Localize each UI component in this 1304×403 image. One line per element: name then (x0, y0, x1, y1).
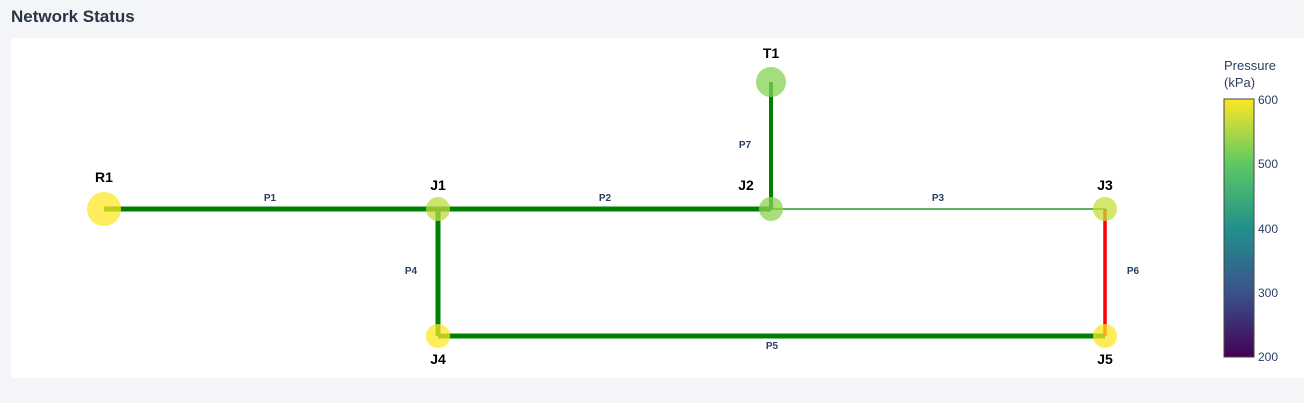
pipe-label: P6 (1127, 266, 1140, 277)
colorbar-tick: 200 (1258, 350, 1278, 364)
pipe-label: P3 (932, 193, 945, 204)
pipes-layer (104, 82, 1107, 339)
node-j5[interactable] (1093, 324, 1117, 348)
pipe-label: P2 (599, 193, 612, 204)
colorbar-tick: 400 (1258, 222, 1278, 236)
pipe-label: P5 (766, 341, 779, 352)
colorbar-unit: (kPa) (1224, 75, 1255, 90)
pipe-label: P1 (264, 193, 277, 204)
labels-layer: P1 P2 P3 P4 P5 P6 P7 R1 J1 J2 T1 J3 J4 J5 (95, 45, 1140, 367)
node-j3[interactable] (1093, 197, 1117, 221)
pipe-label: P7 (739, 140, 752, 151)
node-label: J1 (430, 177, 446, 193)
node-label: J3 (1097, 177, 1113, 193)
pipe-label: P4 (405, 266, 418, 277)
node-j2[interactable] (759, 197, 783, 221)
colorbar-tick: 600 (1258, 93, 1278, 107)
node-label: J2 (738, 177, 754, 193)
nodes-layer (87, 67, 1117, 348)
node-label: J5 (1097, 351, 1113, 367)
colorbar-tick: 300 (1258, 286, 1278, 300)
node-j4[interactable] (426, 324, 450, 348)
node-label: R1 (95, 169, 113, 185)
colorbar-title: Pressure (1224, 58, 1276, 73)
node-label: T1 (763, 45, 780, 61)
node-label: J4 (430, 351, 446, 367)
colorbar-gradient (1223, 98, 1255, 358)
colorbar: Pressure (kPa) 600 500 400 300 200 (1223, 58, 1278, 364)
node-r1[interactable] (87, 192, 121, 226)
node-t1[interactable] (756, 67, 786, 97)
colorbar-tick: 500 (1258, 157, 1278, 171)
page-title: Network Status (11, 7, 135, 26)
node-j1[interactable] (426, 197, 450, 221)
